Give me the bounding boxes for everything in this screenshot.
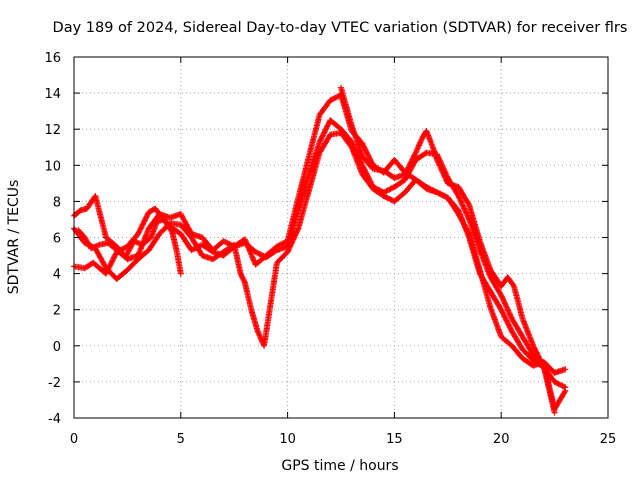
data-point [533,349,540,356]
data-point [364,151,371,158]
data-point [530,344,537,351]
data-point [137,226,144,233]
y-tick-label: -2 [48,376,61,391]
y-tick-label: 6 [53,232,61,247]
data-point [459,201,466,208]
data-point [539,361,546,368]
data-point [408,159,415,166]
data-point [560,383,567,390]
x-tick-label: 10 [279,432,296,447]
data-point [441,172,447,179]
data-point [500,310,507,317]
data-point [558,382,565,389]
series-track-e [75,216,184,277]
chart-title: Day 189 of 2024, Sidereal Day-to-day VTE… [53,20,628,36]
x-tick-label: 5 [177,432,185,447]
data-point [107,261,114,268]
data-point [143,214,150,221]
y-tick-label: 8 [53,195,61,210]
data-point [562,384,569,391]
data-point [510,281,517,288]
y-tick-label: 10 [44,159,61,174]
tick-layer: 0 5 10 15 20 25 -4 -2 0 2 4 6 8 10 12 14 16 [44,51,616,447]
x-tick-label: 25 [600,432,617,447]
data-point [177,270,184,277]
y-tick-label: 12 [44,123,61,138]
data-point [552,379,559,386]
y-tick-label: 16 [44,51,61,66]
data-point [562,366,569,373]
data-point [504,318,511,325]
data-point [465,200,472,207]
data-point [536,355,543,361]
series-track-d [338,84,558,416]
x-tick-label: 15 [386,432,403,447]
y-tick-label: -4 [48,412,61,427]
data-point [537,357,544,364]
data-point [507,313,514,319]
data-point [434,158,441,165]
data-point [383,188,390,194]
x-axis-label: GPS time / hours [281,458,398,474]
data-point [532,346,539,353]
data-point [294,228,300,235]
x-tick-label: 0 [70,432,78,447]
data-point [141,218,148,225]
data-point [551,409,558,416]
y-tick-label: 2 [53,304,61,319]
data-point [561,389,568,396]
data-point [501,299,508,306]
data-layer [71,84,569,416]
y-axis-label: SDTVAR / TECUs [6,180,22,295]
y-tick-label: 14 [44,87,61,102]
data-point [168,227,175,234]
y-tick-label: 4 [53,268,61,283]
y-tick-label: 0 [53,340,61,355]
data-point [287,242,294,248]
data-point [412,151,419,157]
x-tick-label: 20 [493,432,510,447]
data-point [112,251,119,258]
data-point [319,133,326,140]
data-point [534,352,541,359]
series-track-c [71,129,569,391]
